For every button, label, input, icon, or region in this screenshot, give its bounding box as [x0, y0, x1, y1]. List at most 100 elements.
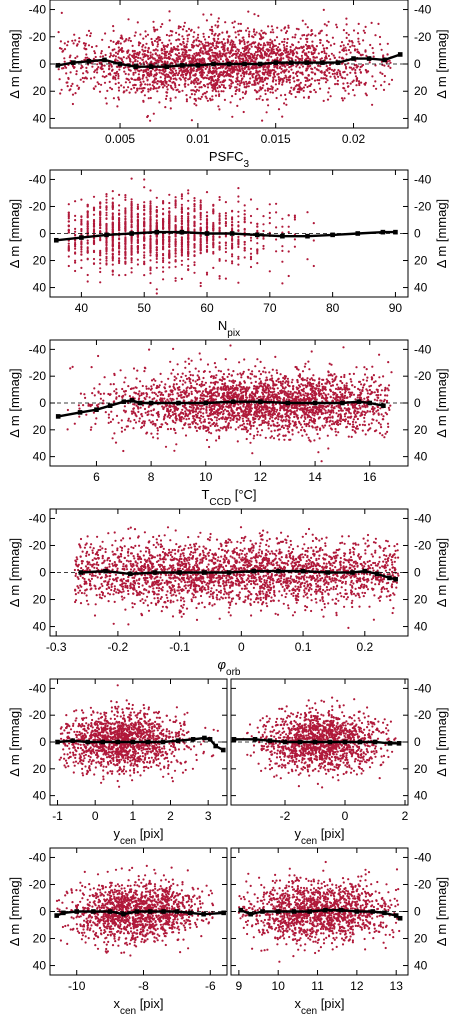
data-point — [211, 95, 214, 98]
data-point — [187, 237, 190, 240]
data-point — [291, 44, 295, 47]
data-point — [293, 218, 296, 221]
data-point — [109, 63, 112, 66]
data-point — [327, 447, 330, 450]
trend-marker — [133, 64, 138, 70]
data-point — [163, 50, 166, 53]
data-point — [184, 82, 187, 85]
data-point — [93, 52, 97, 55]
data-point — [194, 422, 197, 425]
data-point — [261, 98, 264, 102]
data-point — [184, 85, 187, 88]
data-point — [155, 288, 158, 291]
data-point — [231, 235, 234, 238]
data-point — [338, 51, 341, 54]
data-point — [139, 380, 142, 383]
data-point — [80, 248, 83, 251]
data-point — [186, 37, 189, 40]
data-point — [199, 234, 202, 238]
data-point — [289, 51, 292, 54]
data-point — [272, 437, 276, 440]
data-point — [285, 30, 289, 33]
data-point — [353, 64, 356, 67]
data-point — [240, 60, 243, 64]
data-point — [99, 210, 102, 213]
data-point — [235, 77, 238, 80]
data-point — [255, 79, 258, 82]
data-point — [169, 68, 173, 72]
data-point — [247, 40, 250, 43]
data-point — [267, 41, 270, 44]
data-point — [209, 81, 213, 84]
data-point — [200, 40, 203, 44]
data-point — [149, 249, 152, 252]
data-point — [313, 88, 316, 92]
data-point — [118, 245, 121, 248]
data-point — [168, 266, 171, 269]
data-point — [294, 95, 297, 99]
data-point — [230, 82, 233, 85]
data-point — [208, 78, 211, 81]
data-point — [237, 69, 240, 72]
x-axis-title-part: N — [218, 318, 227, 333]
data-point — [193, 244, 196, 248]
data-point — [224, 70, 227, 74]
data-point — [182, 76, 185, 79]
data-point — [269, 46, 272, 49]
data-point — [158, 54, 161, 57]
data-point — [201, 42, 204, 46]
data-point — [130, 177, 133, 180]
data-point — [111, 252, 114, 255]
data-point — [195, 54, 198, 57]
data-point — [268, 222, 271, 225]
x-tick-label: 50 — [138, 301, 152, 315]
data-point — [199, 204, 202, 207]
data-point — [103, 76, 106, 79]
data-point — [196, 412, 200, 415]
data-point — [290, 92, 293, 96]
data-point — [231, 75, 234, 78]
data-point — [187, 217, 190, 220]
scatter-points-tccd — [66, 344, 393, 463]
data-point — [82, 80, 85, 83]
data-point — [105, 201, 108, 204]
data-point — [199, 281, 202, 285]
data-point — [267, 104, 270, 107]
data-point — [302, 45, 305, 48]
data-point — [249, 427, 252, 430]
data-point — [301, 34, 304, 37]
data-point — [86, 258, 89, 261]
data-point — [118, 219, 121, 222]
trend-marker — [211, 61, 216, 67]
data-point — [118, 238, 121, 241]
data-point — [187, 207, 190, 210]
data-point — [262, 44, 265, 47]
data-point — [140, 87, 143, 90]
data-point — [85, 53, 88, 56]
x-axis-title: PSFC3 — [209, 149, 250, 170]
data-point — [180, 277, 183, 280]
data-point — [129, 39, 132, 43]
data-point — [109, 383, 112, 386]
data-point — [261, 80, 264, 83]
data-point — [360, 81, 363, 84]
data-point — [232, 40, 235, 44]
data-point — [275, 379, 278, 382]
data-point — [177, 27, 180, 30]
data-point — [275, 238, 278, 241]
data-point — [116, 59, 119, 62]
data-point — [189, 68, 192, 71]
data-point — [247, 85, 250, 88]
data-point — [268, 406, 271, 409]
data-point — [231, 95, 234, 98]
data-point — [250, 67, 253, 70]
data-point — [263, 65, 266, 68]
data-point — [205, 97, 208, 100]
data-point — [256, 50, 259, 53]
data-point — [149, 200, 152, 203]
data-point — [330, 68, 333, 71]
data-point — [359, 71, 362, 74]
data-point — [207, 35, 210, 39]
data-point — [124, 251, 127, 254]
data-point — [143, 87, 146, 90]
